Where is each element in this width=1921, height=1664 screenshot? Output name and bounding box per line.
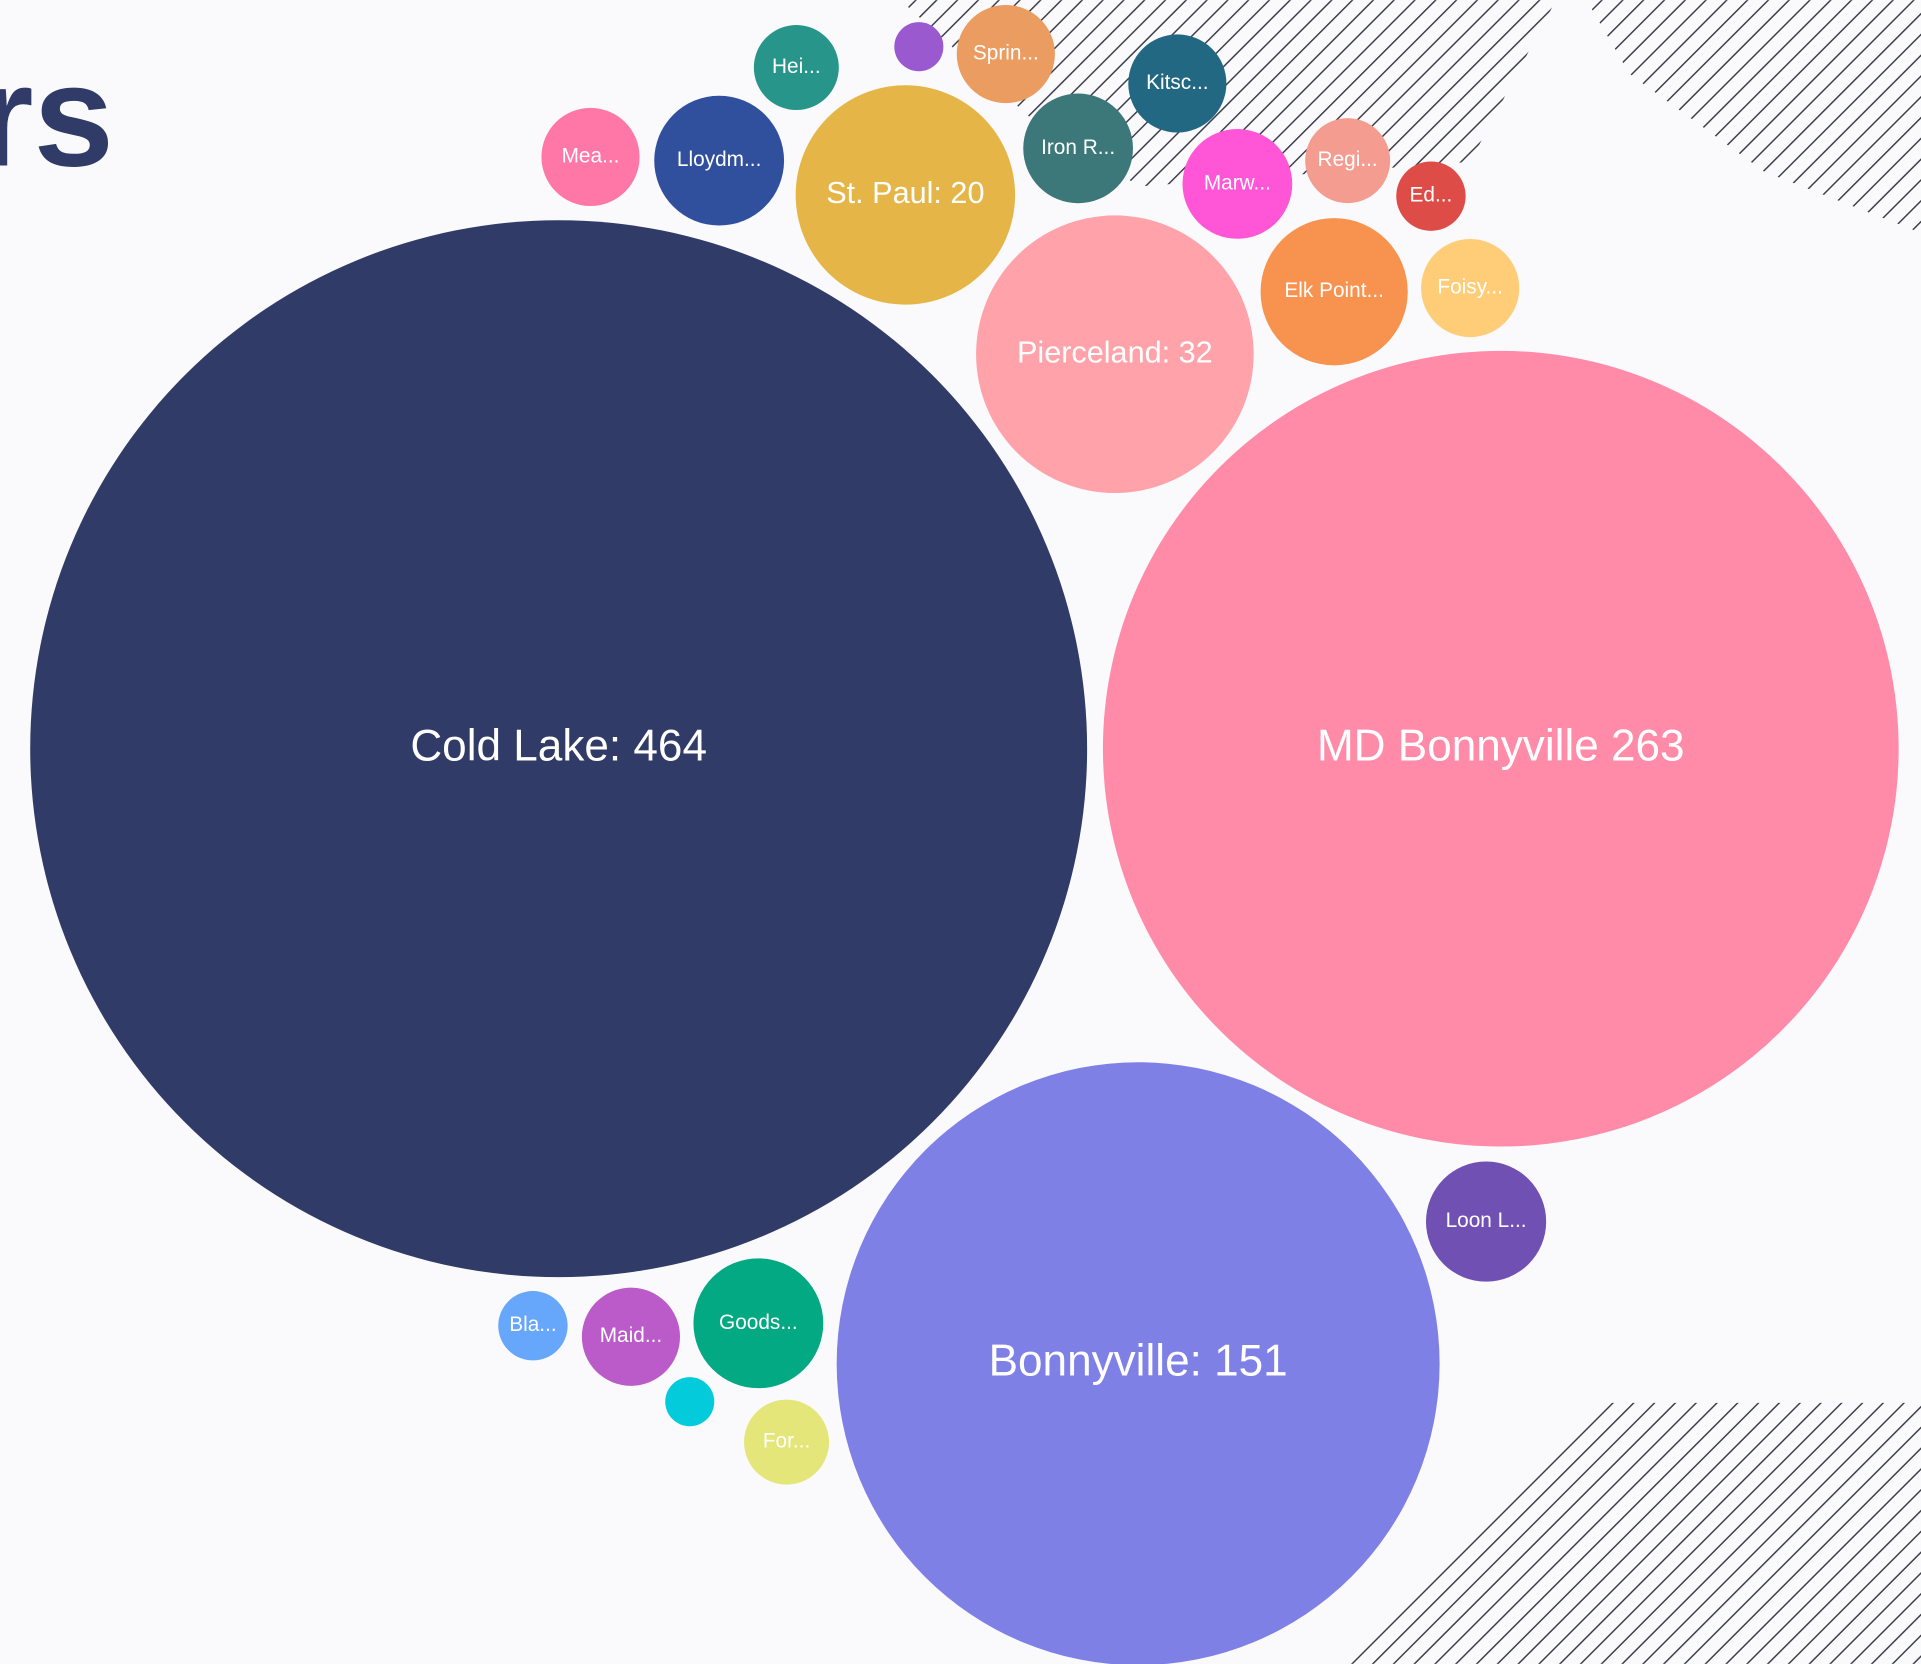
bubble bbox=[654, 95, 785, 226]
bubble bbox=[665, 1377, 715, 1427]
bubble bbox=[1305, 118, 1391, 204]
bubble-label: Loon L... bbox=[1446, 1209, 1527, 1232]
bubble bbox=[1396, 161, 1466, 231]
hatch-bottom bbox=[1341, 1402, 1921, 1664]
bubble-label: Iron R... bbox=[1041, 136, 1115, 159]
bubble-label: Cold Lake: 464 bbox=[410, 721, 707, 770]
bubble-label: St. Paul: 20 bbox=[826, 176, 984, 210]
bubble bbox=[836, 1062, 1440, 1664]
bubble bbox=[581, 1287, 681, 1386]
bubble bbox=[976, 215, 1254, 493]
hatch-top-right bbox=[1586, 0, 1921, 233]
bubble bbox=[1421, 238, 1520, 338]
bubble-label: Maid... bbox=[600, 1324, 662, 1347]
bubble-label: Hei... bbox=[772, 55, 821, 78]
bubble bbox=[1102, 350, 1899, 1147]
background-hatching bbox=[900, 0, 1921, 1664]
bubble bbox=[1425, 1161, 1547, 1282]
bubble-label: Mea... bbox=[562, 144, 620, 167]
bubble-label: Bonnyville: 151 bbox=[989, 1336, 1288, 1385]
bubble bbox=[498, 1291, 568, 1361]
bubble-label: Lloydm... bbox=[677, 148, 761, 171]
bubble bbox=[744, 1399, 830, 1485]
bubble bbox=[1023, 93, 1133, 204]
bubble bbox=[541, 107, 640, 207]
bubble bbox=[894, 22, 944, 72]
bubble bbox=[753, 25, 839, 111]
bubble-label: MD Bonnyville 263 bbox=[1317, 721, 1685, 770]
bubble-label: Bla... bbox=[509, 1313, 556, 1336]
bubble-label: Elk Point... bbox=[1284, 279, 1383, 302]
bubble bbox=[1182, 129, 1293, 239]
bubble-label: For... bbox=[763, 1430, 810, 1453]
bubble-label: Ed... bbox=[1410, 184, 1453, 207]
chart-title: rs bbox=[0, 35, 114, 197]
bubble-label: Kitsc... bbox=[1146, 71, 1208, 94]
bubble bbox=[1128, 34, 1227, 133]
bubble bbox=[795, 85, 1016, 305]
bubble bbox=[1260, 218, 1408, 366]
bubble-label: Pierceland: 32 bbox=[1017, 335, 1213, 369]
bubble-label: Regi... bbox=[1318, 148, 1378, 171]
bubble-label: Foisy... bbox=[1437, 276, 1503, 299]
bubble bbox=[30, 220, 1088, 1278]
bubble bbox=[693, 1258, 824, 1389]
bubbles: Cold Lake: 464 MD Bonnyville 263 Bonnyvill… bbox=[30, 4, 1899, 1664]
bubble-label: Sprin... bbox=[973, 42, 1039, 65]
bubble-label: Goods... bbox=[719, 1311, 798, 1334]
hatch-top-left bbox=[900, 0, 1556, 187]
bubble-label: Marw... bbox=[1204, 171, 1271, 194]
bubble bbox=[956, 4, 1055, 104]
